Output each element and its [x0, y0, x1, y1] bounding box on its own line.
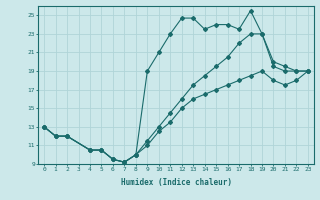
X-axis label: Humidex (Indice chaleur): Humidex (Indice chaleur): [121, 178, 231, 187]
